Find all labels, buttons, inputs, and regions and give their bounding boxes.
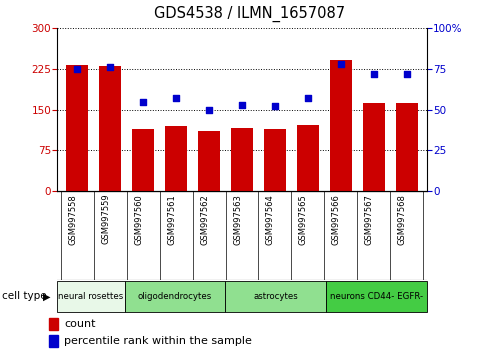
Point: [139, 99, 147, 104]
Point: [238, 102, 246, 108]
Text: cell type: cell type: [2, 291, 47, 302]
Bar: [396, 103, 418, 191]
Text: GSM997568: GSM997568: [398, 194, 407, 245]
Point: [271, 104, 279, 109]
Bar: [132, 129, 154, 191]
Text: ▶: ▶: [42, 291, 50, 302]
Bar: [326, 281, 427, 312]
Text: percentile rank within the sample: percentile rank within the sample: [64, 336, 252, 346]
Bar: [264, 129, 286, 191]
Text: neurons CD44- EGFR-: neurons CD44- EGFR-: [330, 292, 423, 301]
Text: astrocytes: astrocytes: [253, 292, 298, 301]
Bar: [66, 65, 88, 191]
Point: [304, 96, 312, 101]
Bar: [165, 126, 187, 191]
Text: GSM997562: GSM997562: [200, 194, 209, 245]
Bar: [57, 281, 125, 312]
Text: GSM997564: GSM997564: [266, 194, 275, 245]
Text: GSM997567: GSM997567: [365, 194, 374, 245]
Point: [106, 64, 114, 70]
Text: GSM997565: GSM997565: [299, 194, 308, 245]
Point: [205, 107, 213, 113]
Text: GSM997566: GSM997566: [332, 194, 341, 245]
Text: neural rosettes: neural rosettes: [58, 292, 124, 301]
Bar: [49, 335, 58, 347]
Text: GDS4538 / ILMN_1657087: GDS4538 / ILMN_1657087: [154, 5, 345, 22]
Bar: [225, 281, 326, 312]
Bar: [99, 66, 121, 191]
Point: [337, 61, 345, 67]
Bar: [363, 103, 385, 191]
Point: [73, 66, 81, 72]
Bar: [297, 125, 319, 191]
Point: [403, 71, 411, 77]
Text: GSM997563: GSM997563: [233, 194, 242, 245]
Text: oligodendrocytes: oligodendrocytes: [138, 292, 212, 301]
Text: GSM997559: GSM997559: [101, 194, 110, 245]
Bar: [198, 131, 220, 191]
Text: GSM997560: GSM997560: [134, 194, 143, 245]
Text: GSM997561: GSM997561: [167, 194, 176, 245]
Point: [370, 71, 378, 77]
Bar: [49, 318, 58, 330]
Bar: [125, 281, 225, 312]
Bar: [330, 60, 352, 191]
Point: [172, 96, 180, 101]
Text: GSM997558: GSM997558: [68, 194, 77, 245]
Text: count: count: [64, 319, 95, 329]
Bar: [232, 128, 252, 191]
